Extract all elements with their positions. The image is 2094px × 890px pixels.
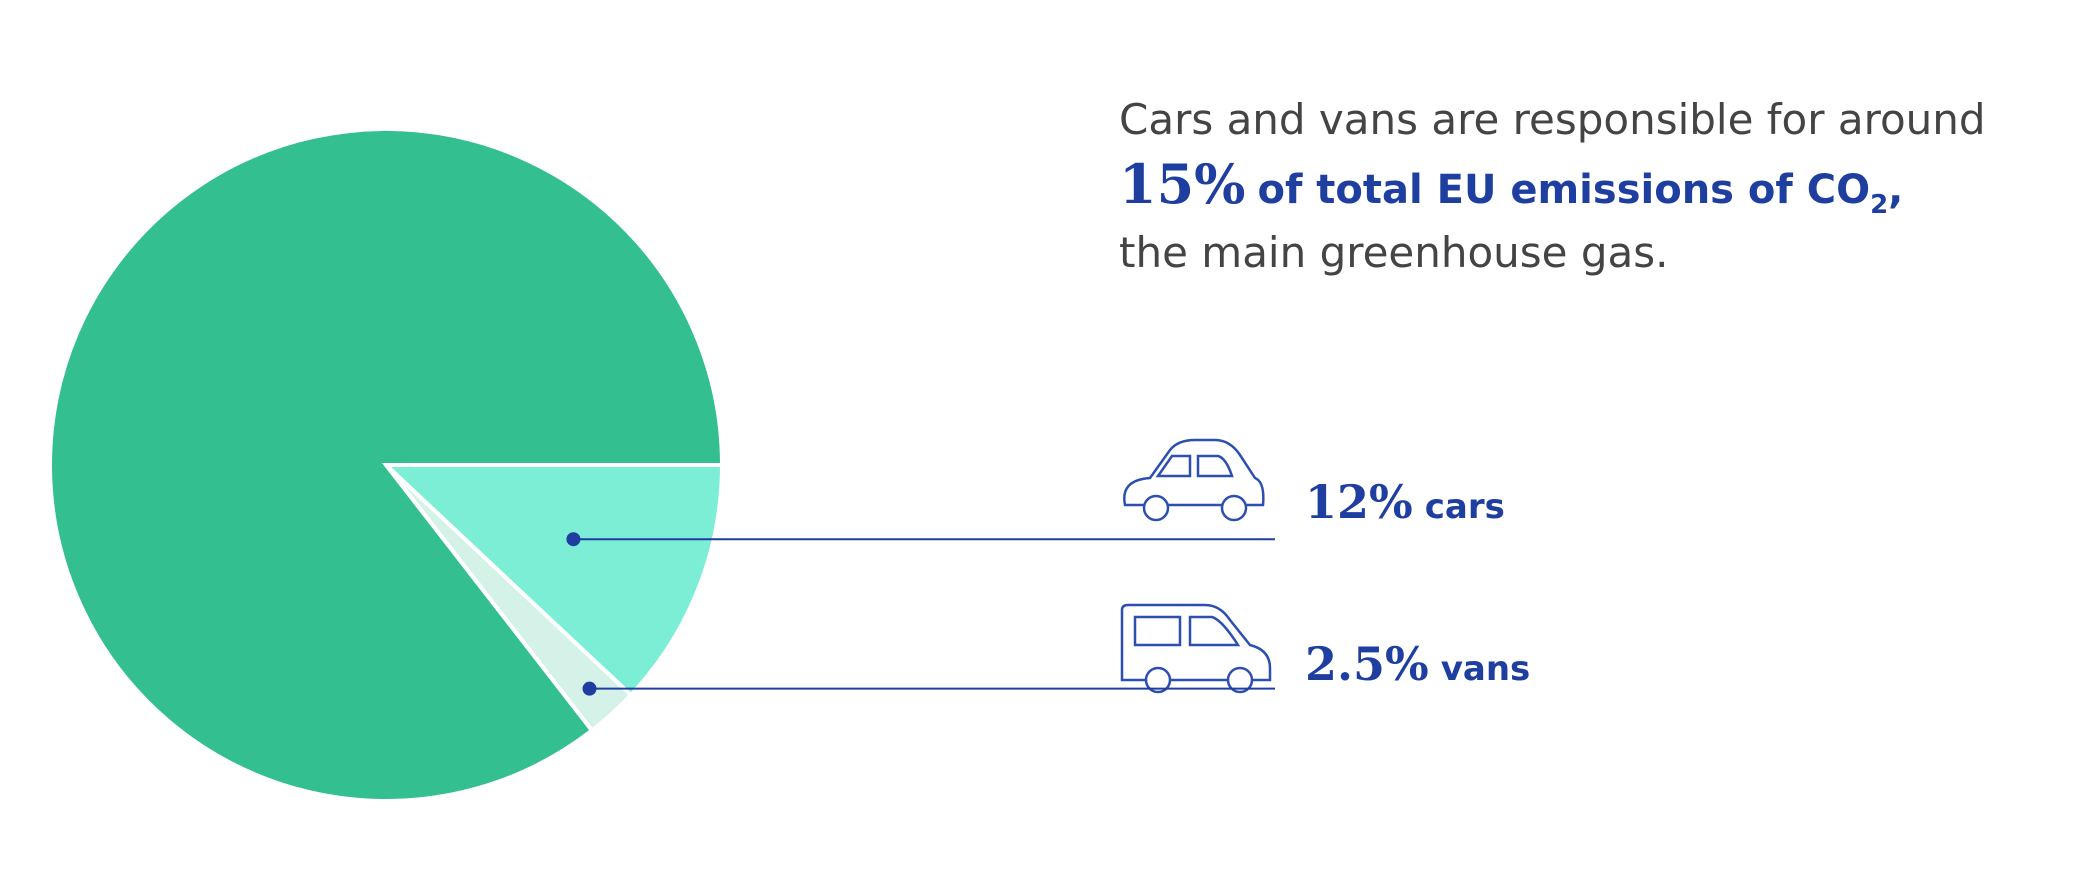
annotation-line: the main greenhouse gas. xyxy=(1119,228,1669,277)
highlight-text: of total EU emissions of CO xyxy=(1257,167,1870,213)
category-label: cars xyxy=(1425,487,1505,527)
value-label: 12% xyxy=(1305,475,1413,529)
leader-dot xyxy=(566,532,581,547)
leader-dot xyxy=(582,681,597,696)
highlight-value: 15% xyxy=(1119,152,1245,216)
slice-label: 12% cars xyxy=(1305,475,1505,529)
annotation-highlight: 15% of total EU emissions of CO2, xyxy=(1119,152,1903,220)
value-label: 2.5% xyxy=(1305,637,1429,691)
comma: , xyxy=(1888,167,1903,213)
category-label: vans xyxy=(1441,649,1531,689)
car-icon xyxy=(1123,438,1265,522)
pie-slice xyxy=(380,463,725,698)
pie-slice xyxy=(48,127,725,803)
van-icon xyxy=(1120,603,1272,694)
slice-label: 2.5% vans xyxy=(1305,637,1530,691)
annotation-line: Cars and vans are responsible for around xyxy=(1119,95,1986,144)
subscript: 2 xyxy=(1870,190,1888,220)
